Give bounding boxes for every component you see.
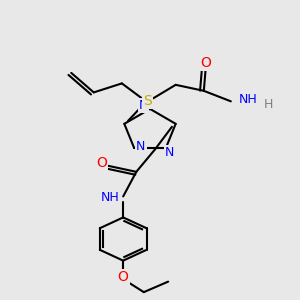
Text: NH: NH [101, 191, 119, 204]
Text: O: O [200, 56, 211, 70]
Text: N: N [139, 99, 148, 112]
Text: O: O [118, 270, 129, 284]
Text: NH: NH [238, 93, 257, 106]
Text: H: H [264, 98, 273, 111]
Text: O: O [96, 156, 107, 170]
Text: N: N [165, 146, 174, 159]
Text: S: S [143, 94, 152, 108]
Text: N: N [136, 140, 146, 153]
